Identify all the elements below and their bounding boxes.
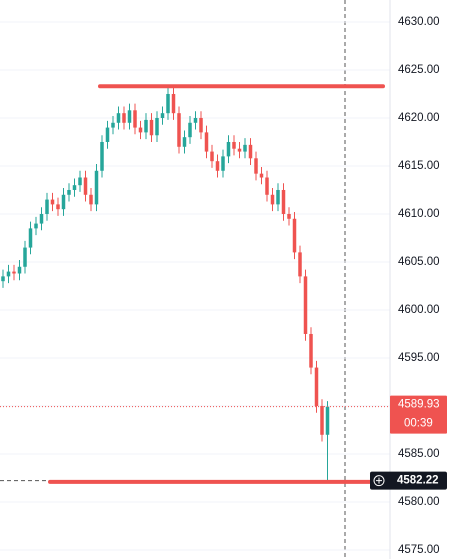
y-tick-label: 4625.00	[398, 64, 440, 76]
crosshair-plus-icon	[376, 477, 382, 484]
candle-body	[160, 113, 165, 118]
candle-body	[6, 271, 11, 277]
candle-body	[287, 213, 291, 219]
candle-body	[166, 93, 170, 114]
candle-body	[56, 204, 60, 210]
crosshair-price-box	[370, 471, 447, 490]
candle-body	[127, 110, 132, 123]
y-tick-label: 4575.00	[398, 544, 440, 556]
candle-body	[12, 271, 16, 274]
y-tick-label: 4585.00	[398, 448, 440, 460]
candle-body	[193, 117, 198, 123]
candle-body	[138, 127, 143, 133]
candle-body	[276, 189, 280, 205]
candle-body	[199, 117, 203, 133]
y-tick-label: 4580.00	[398, 496, 440, 508]
candle-body	[243, 144, 247, 152]
candle-body	[83, 177, 88, 195]
y-tick-label: 4605.00	[398, 256, 440, 268]
candle-body	[204, 132, 209, 152]
candle-body	[221, 156, 225, 171]
candle-body	[232, 141, 236, 149]
candle-body	[105, 127, 110, 142]
crosshair-price-label: 4582.22	[397, 475, 439, 487]
candle-body	[292, 218, 297, 253]
y-tick-label: 4595.00	[398, 352, 440, 364]
candle-body	[34, 223, 38, 229]
candle-body	[177, 113, 181, 147]
crosshair-plus-icon	[373, 475, 385, 487]
candle-body	[254, 158, 258, 174]
candle-body	[94, 170, 99, 205]
candle-body	[78, 177, 82, 186]
candle-body	[133, 110, 137, 128]
candle-body	[39, 213, 44, 224]
candle-body	[45, 199, 49, 214]
candle-body	[144, 119, 148, 133]
candle-body	[210, 151, 214, 162]
candle-body	[188, 122, 192, 138]
candle-body	[100, 141, 104, 171]
candle-body	[270, 194, 275, 205]
candle-body	[61, 194, 66, 210]
candle-body	[248, 144, 253, 159]
candle-body	[303, 276, 308, 334]
candle-body	[50, 199, 55, 205]
candle-body	[182, 137, 187, 147]
candle-body	[17, 266, 22, 274]
candle-body	[1, 276, 5, 282]
candle-body	[171, 93, 176, 114]
candle-body	[325, 406, 330, 435]
candle-body	[23, 247, 27, 267]
y-tick-label: 4610.00	[398, 208, 440, 220]
candle-body	[281, 189, 286, 214]
candle-body	[89, 194, 93, 205]
y-tick-label: 4615.00	[398, 160, 440, 172]
countdown-label: 00:39	[404, 418, 433, 430]
candle-body	[215, 161, 220, 171]
y-tick-label: 4620.00	[398, 112, 440, 124]
candle-body	[122, 113, 126, 123]
last-price-label: 4589.93	[398, 399, 440, 411]
candle-body	[237, 148, 242, 152]
candle-body	[226, 141, 231, 157]
y-tick-label: 4630.00	[398, 16, 440, 28]
candle-body	[155, 117, 159, 136]
candle-body	[72, 185, 77, 190]
candle-body	[116, 113, 121, 123]
candle-body	[314, 367, 319, 406]
candle-body	[309, 333, 313, 368]
y-tick-label: 4600.00	[398, 304, 440, 316]
candle-body	[111, 122, 115, 128]
candle-body	[28, 228, 33, 248]
last-price-box	[390, 395, 447, 434]
candle-body	[265, 177, 269, 195]
candle-body	[259, 173, 264, 178]
candle-body	[67, 189, 71, 195]
candle-body	[149, 119, 154, 136]
candle-body	[320, 405, 324, 435]
candle-body	[298, 252, 302, 277]
